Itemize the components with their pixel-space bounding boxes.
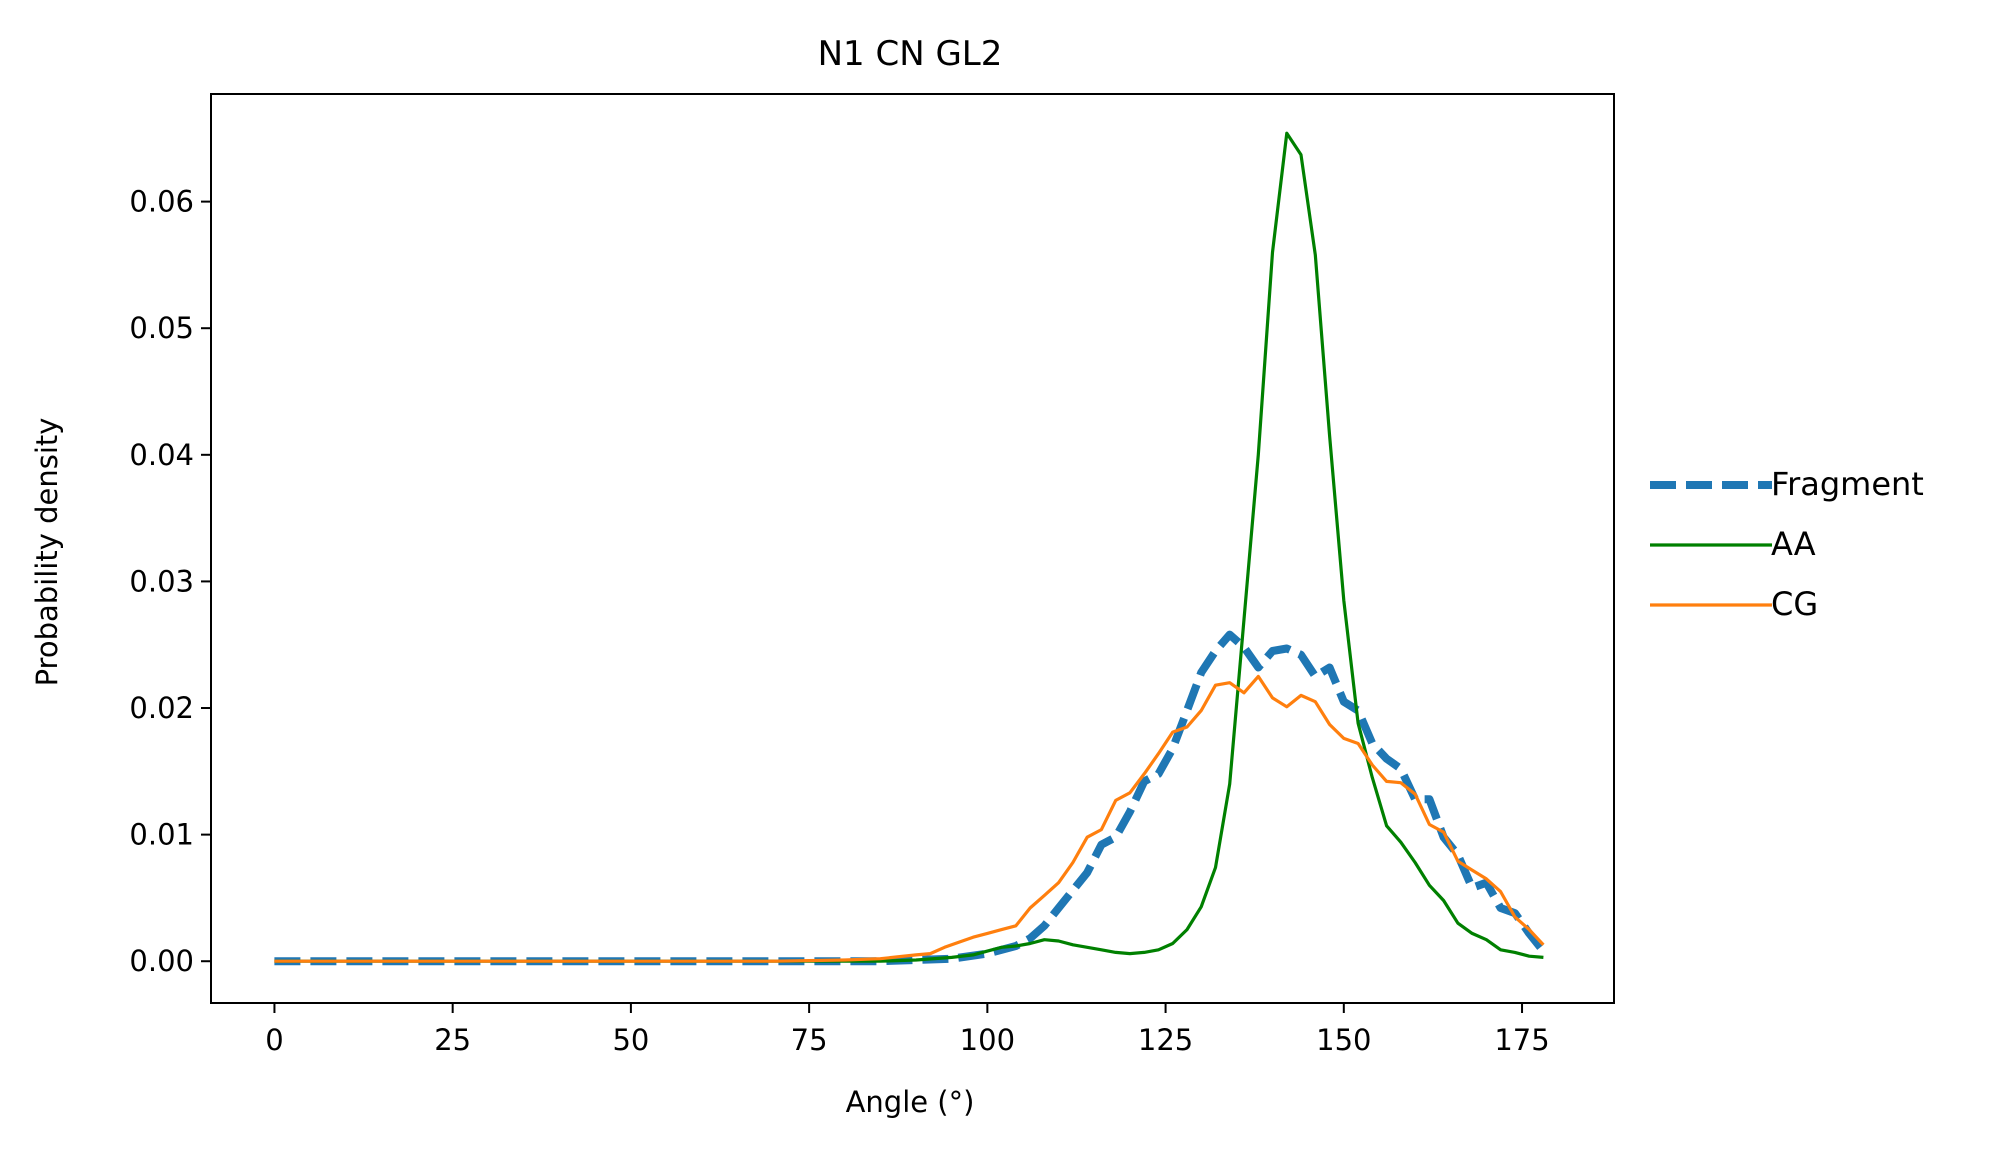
plot-background — [211, 94, 1614, 1003]
y-tick-label: 0.00 — [129, 944, 194, 978]
x-tick-label: 0 — [265, 1023, 283, 1057]
y-axis-label: Probability density — [30, 418, 64, 687]
x-tick-label: 150 — [1316, 1023, 1371, 1057]
y-tick-label: 0.06 — [129, 185, 194, 219]
y-tick-label: 0.04 — [129, 438, 194, 472]
x-tick-label: 50 — [612, 1023, 649, 1057]
x-tick-label: 75 — [791, 1023, 828, 1057]
x-axis: 0 25 50 75 100 125 150 175 — [265, 1003, 1550, 1057]
x-tick-label: 100 — [960, 1023, 1015, 1057]
legend-label-fragment: Fragment — [1771, 465, 1924, 503]
y-tick-label: 0.02 — [129, 691, 194, 725]
y-tick-label: 0.05 — [129, 311, 194, 345]
y-axis: 0.00 0.01 0.02 0.03 0.04 0.05 0.06 — [129, 185, 211, 978]
chart-title: N1 CN GL2 — [818, 34, 1003, 74]
y-tick-label: 0.01 — [129, 818, 194, 852]
legend-label-cg: CG — [1771, 585, 1818, 623]
series-line-cg — [274, 674, 1545, 963]
x-tick-label: 25 — [434, 1023, 471, 1057]
x-tick-label: 175 — [1494, 1023, 1549, 1057]
series-line-aa — [274, 131, 1544, 963]
legend-label-aa: AA — [1771, 525, 1816, 563]
plot-frame — [210, 93, 1615, 1004]
x-tick-label: 125 — [1138, 1023, 1193, 1057]
legend: Fragment AA CG — [1650, 465, 1924, 623]
x-axis-label: Angle (°) — [846, 1085, 975, 1119]
plot-area — [210, 93, 1615, 1004]
y-tick-label: 0.03 — [129, 564, 194, 598]
